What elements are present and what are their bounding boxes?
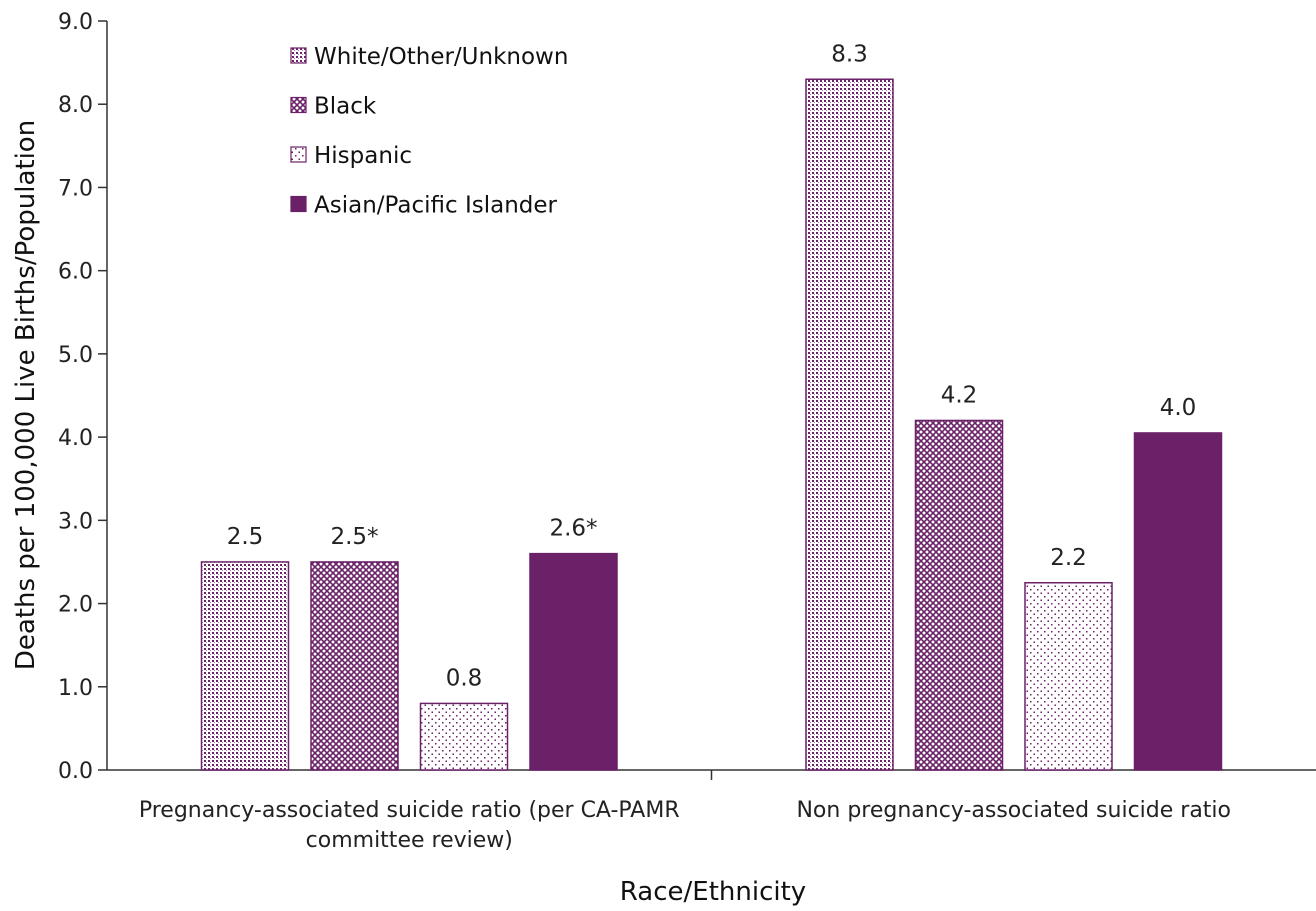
y-tick-label: 6.0 xyxy=(58,260,93,285)
bar-hispanic xyxy=(1024,582,1113,771)
y-tick-label: 8.0 xyxy=(58,93,93,118)
bar-asian-pacific-islander xyxy=(1133,432,1223,771)
legend-swatch xyxy=(290,146,307,163)
bar-value-label: 2.2 xyxy=(1050,545,1087,571)
y-tick-label: 4.0 xyxy=(58,426,93,451)
x-category-label: Pregnancy-associated suicide ratio (per … xyxy=(139,798,680,823)
legend-label: Hispanic xyxy=(314,143,412,169)
y-tick-label: 0.0 xyxy=(58,759,93,784)
bar-value-label: 2.5 xyxy=(227,524,264,550)
bar-white-other-unknown xyxy=(805,78,894,771)
data-labels: 2.5 2.5* 0.8 2.6* 8.3 4.2 2.2 4.0 xyxy=(227,41,1197,691)
y-tick-label: 9.0 xyxy=(58,10,93,35)
axes: 0.0 1.0 2.0 3.0 4.0 5.0 6.0 7.0 8.0 9.0 Pregnancy-… xyxy=(58,10,1316,853)
bar-value-label: 0.8 xyxy=(446,665,483,691)
bar-value-label: 2.6* xyxy=(549,516,597,542)
bar-black xyxy=(914,419,1004,771)
bar-value-label: 4.0 xyxy=(1160,395,1197,421)
bar-white-other-unknown xyxy=(200,561,290,771)
bar-hispanic xyxy=(419,702,509,771)
y-axis-title: Deaths per 100,000 Live Births/Populatio… xyxy=(11,120,41,670)
y-tick-label: 7.0 xyxy=(58,176,93,201)
bars xyxy=(200,78,1223,771)
bar-black xyxy=(310,561,399,771)
legend-swatch xyxy=(290,195,307,213)
y-tick-label: 1.0 xyxy=(58,676,93,701)
y-tick-label: 5.0 xyxy=(58,343,93,368)
legend-label: White/Other/Unknown xyxy=(314,44,568,70)
legend: White/Other/Unknown Black Hispanic Asian/Pa… xyxy=(290,44,568,219)
legend-label: Black xyxy=(314,94,377,120)
x-category-label: Non pregnancy-associated suicide ratio xyxy=(796,798,1231,823)
legend-label: Asian/Pacific Islander xyxy=(314,193,558,219)
x-axis-title: Race/Ethnicity xyxy=(620,877,806,907)
x-category-label: committee review) xyxy=(306,828,513,853)
bar-value-label: 2.5* xyxy=(330,524,378,550)
bar-value-label: 8.3 xyxy=(831,41,868,67)
bar-value-label: 4.2 xyxy=(941,382,978,408)
legend-swatch xyxy=(290,96,307,114)
y-tick-label: 3.0 xyxy=(58,509,93,534)
legend-swatch xyxy=(290,47,307,64)
bar-asian-pacific-islander xyxy=(529,552,618,771)
y-tick-label: 2.0 xyxy=(58,593,93,618)
